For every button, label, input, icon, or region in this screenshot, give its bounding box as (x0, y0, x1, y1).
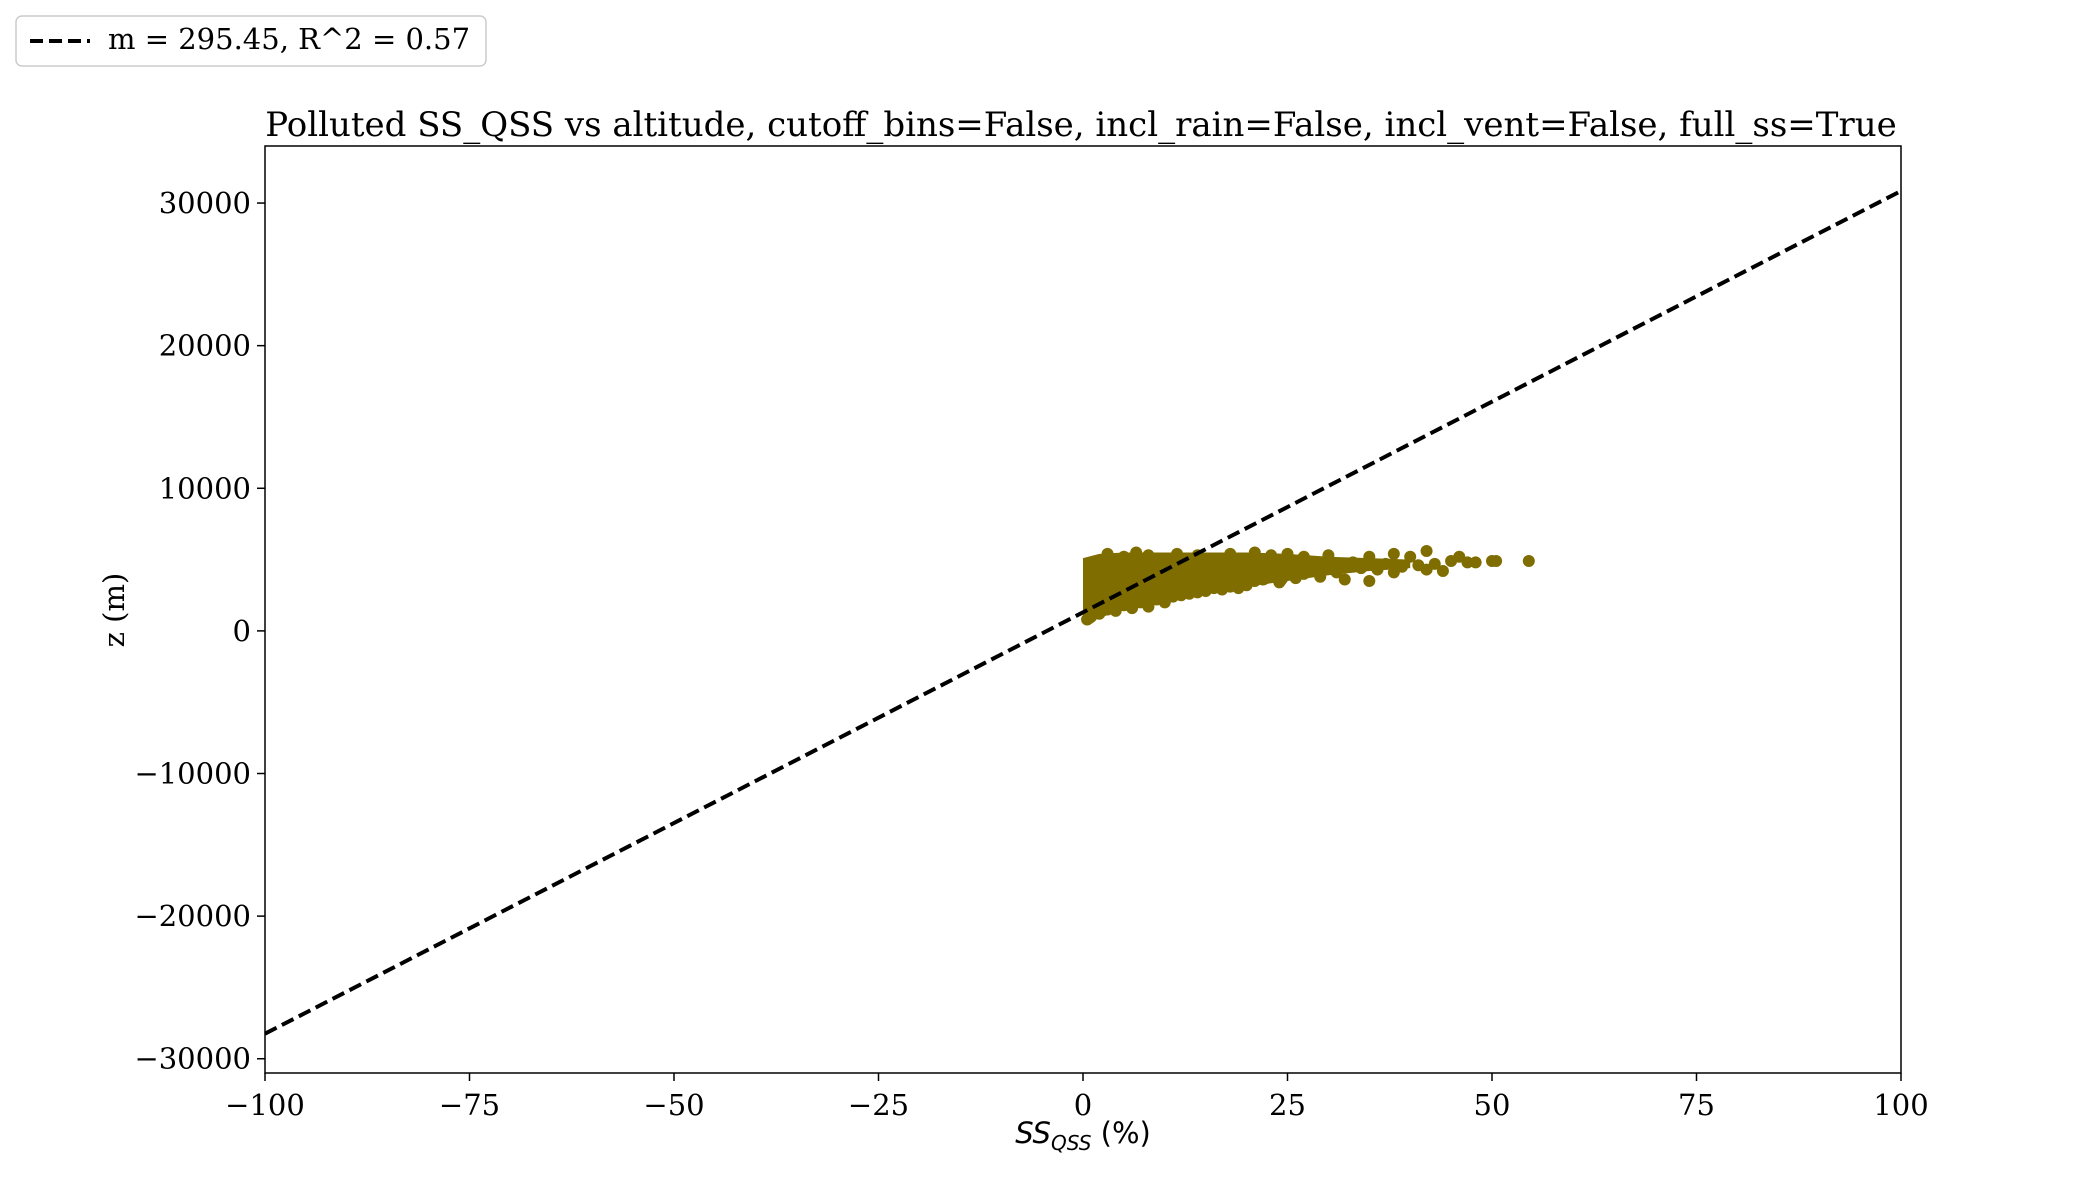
x-tick-label: −100 (225, 1088, 305, 1122)
scatter-point (1469, 556, 1482, 569)
scatter-point (1428, 557, 1441, 570)
x-tick-label: 25 (1269, 1088, 1306, 1122)
scatter-points (1081, 545, 1535, 626)
y-tick-label: −20000 (134, 899, 251, 933)
scatter-point (1363, 574, 1376, 587)
fit-line-layer (264, 189, 1902, 1036)
x-tick-label: −50 (643, 1088, 704, 1122)
legend-label-fit: m = 295.45, R^2 = 0.57 (108, 22, 470, 56)
x-tick-label: −75 (439, 1088, 500, 1122)
scatter-point (1522, 555, 1535, 568)
scatter-point (1387, 547, 1400, 560)
x-axis-label: SSQSS (%) (1015, 1116, 1151, 1155)
x-axis-label-unit: (%) (1091, 1116, 1150, 1150)
scatter-point (1490, 555, 1503, 568)
x-axis-label-subscript: QSS (1051, 1131, 1092, 1155)
fit-line (264, 189, 1902, 1036)
x-axis-label-base: SS (1015, 1116, 1051, 1150)
legend-frame (15, 15, 487, 67)
legend: m = 295.45, R^2 = 0.57 (15, 15, 487, 67)
y-tick-label: 0 (233, 614, 251, 648)
scatter-point (1420, 545, 1433, 558)
x-tick-label: 100 (1873, 1088, 1928, 1122)
y-tick-label: −30000 (134, 1042, 251, 1076)
axis-ticks: −100 −75 −50 −25 0 25 50 75 100 −30000 −20000 −1000… (134, 186, 1928, 1122)
y-axis-label: z (m) (97, 573, 131, 648)
chart-title: Polluted SS_QSS vs altitude, cutoff_bins… (265, 105, 1896, 145)
y-tick-label: 20000 (159, 329, 251, 363)
x-tick-label: −25 (848, 1088, 909, 1122)
y-tick-label: −10000 (134, 757, 251, 791)
scatter-point (1338, 573, 1351, 586)
x-tick-label: 75 (1678, 1088, 1715, 1122)
scatter-point (1436, 564, 1449, 577)
plot-frame (264, 145, 1902, 1074)
y-tick-label: 10000 (159, 471, 251, 505)
x-tick-label: 0 (1074, 1088, 1092, 1122)
x-tick-label: 50 (1474, 1088, 1511, 1122)
y-tick-label: 30000 (159, 186, 251, 220)
